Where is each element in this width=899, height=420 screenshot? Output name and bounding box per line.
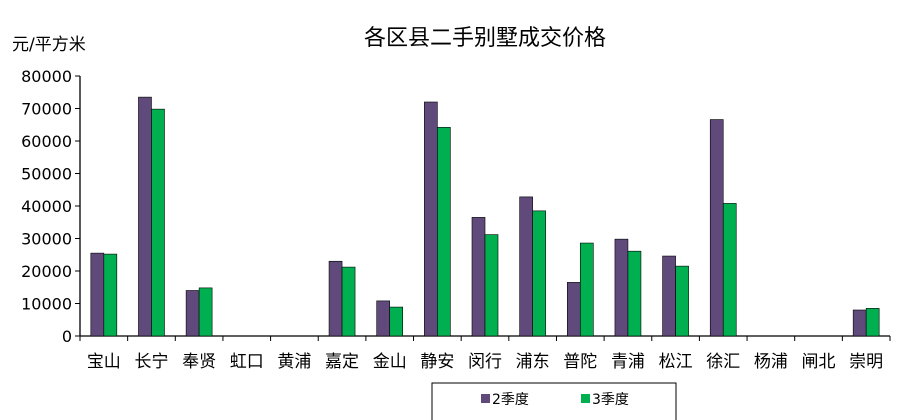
y-tick-label: 10000	[21, 295, 72, 314]
y-tick-label: 60000	[21, 132, 72, 151]
bar-q2	[424, 101, 438, 337]
y-tick-label: 80000	[21, 67, 72, 86]
x-tick-label: 嘉定	[325, 352, 359, 372]
x-tick-label: 崇明	[849, 352, 883, 372]
x-tick-label: 静安	[420, 352, 454, 372]
bar-q3	[532, 210, 546, 337]
legend-swatch-q2	[481, 394, 490, 403]
legend: 2季度 3季度	[431, 382, 677, 420]
y-tick-label: 70000	[21, 100, 72, 119]
bar-q3	[103, 253, 118, 337]
bar-q3	[722, 203, 737, 337]
x-tick-label: 长宁	[134, 352, 168, 372]
x-tick-label: 青浦	[611, 352, 645, 372]
bar-q2	[852, 309, 867, 337]
y-axis-label: 元/平方米	[12, 35, 86, 55]
bar-q2	[709, 119, 724, 337]
x-tick-label: 黄浦	[277, 352, 311, 372]
x-tick-label: 闵行	[468, 352, 502, 372]
bar-q2	[138, 96, 152, 337]
x-tick-label: 奉贤	[182, 352, 216, 372]
x-tick-label: 杨浦	[754, 352, 788, 372]
legend-label-q2: 2季度	[492, 392, 529, 408]
bar-q3	[484, 234, 499, 337]
y-tick-label: 50000	[21, 165, 72, 184]
x-ticks: 宝山 长宁 奉贤 虹口 黄浦 嘉定 金山 静安 闵行 浦东 普陀 青浦 松江 徐汇 杨浦 闸北 崇明	[79, 336, 891, 372]
x-tick-label: 闸北	[802, 352, 836, 372]
bar-q2	[90, 252, 105, 337]
x-tick-label: 浦东	[516, 352, 550, 372]
x-tick-label: 松江	[659, 352, 693, 372]
bar-q3	[579, 242, 594, 337]
bar-q2	[328, 260, 343, 337]
y-tick-label: 30000	[21, 230, 72, 249]
bar-q3	[865, 308, 880, 337]
y-ticks: 0 10000 20000 30000 40000 50000 60000 70000 8000…	[21, 67, 80, 346]
bar-q3	[151, 108, 165, 337]
bar-q2	[519, 196, 533, 337]
chart-title: 各区县二手别墅成交价格	[364, 26, 606, 51]
bar-q3	[341, 266, 356, 337]
bar-q2	[614, 238, 629, 337]
x-tick-label: 宝山	[87, 352, 121, 372]
bar-q3	[437, 127, 451, 337]
x-tick-label: 虹口	[230, 352, 264, 372]
x-tick-label: 金山	[373, 352, 407, 372]
bar-q2	[185, 290, 200, 337]
bar-q2	[376, 300, 391, 337]
bar-q3	[389, 306, 404, 337]
legend-swatch-q3	[581, 394, 590, 403]
x-tick-label: 普陀	[563, 352, 597, 372]
bars	[90, 96, 880, 337]
y-tick-label: 20000	[21, 262, 72, 281]
bar-q2	[471, 217, 486, 337]
x-tick-label: 徐汇	[706, 352, 740, 372]
bar-q2	[662, 255, 676, 337]
bar-q3	[675, 265, 689, 337]
legend-box	[431, 382, 677, 420]
bar-q3	[198, 287, 213, 337]
legend-label-q3: 3季度	[592, 392, 629, 408]
y-tick-label: 40000	[21, 197, 72, 216]
bar-q2	[566, 282, 581, 337]
bar-q3	[627, 250, 642, 337]
y-tick-label: 0	[62, 327, 72, 346]
